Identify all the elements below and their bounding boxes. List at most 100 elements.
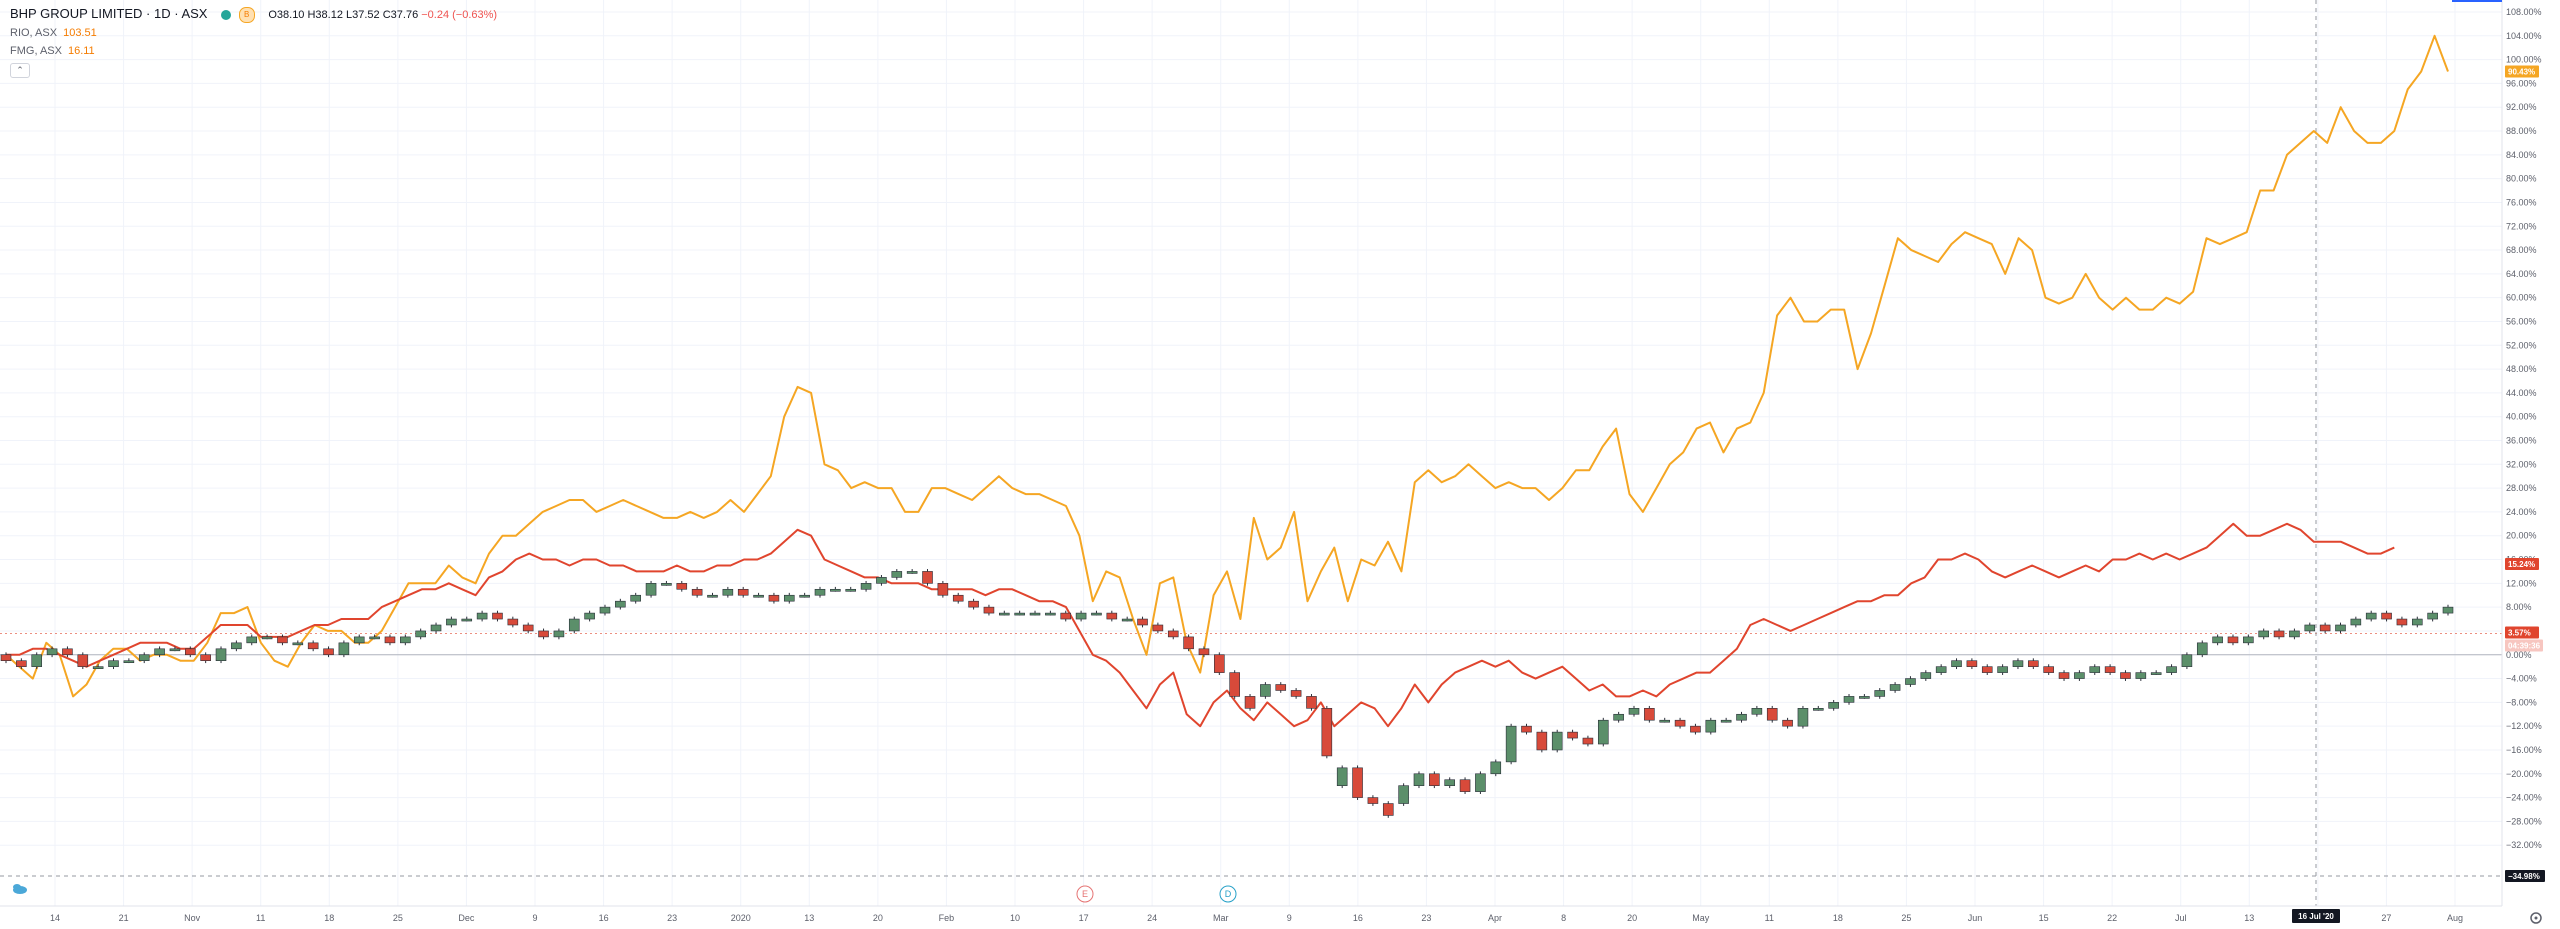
- y-tick-label: −4.00%: [2506, 674, 2537, 684]
- symbol-title[interactable]: BHP GROUP LIMITED · 1D · ASX: [10, 6, 208, 21]
- candle-body: [1966, 660, 1978, 667]
- candle: [307, 640, 319, 652]
- candle: [691, 586, 703, 598]
- candle-body: [661, 583, 672, 586]
- candle-body: [46, 648, 58, 656]
- candle-body: [1597, 719, 1609, 745]
- candle: [906, 569, 918, 574]
- candle: [584, 610, 595, 622]
- candle: [2350, 616, 2362, 628]
- candle-body: [1920, 672, 1932, 679]
- candle: [845, 586, 857, 592]
- candle-body: [983, 606, 995, 614]
- series-line-fmg: [5, 34, 2449, 698]
- x-tick-label: 23: [1421, 913, 1431, 923]
- x-tick-label: 13: [2244, 913, 2254, 923]
- candle-body: [2166, 666, 2177, 673]
- earnings-marker[interactable]: E: [1076, 885, 1094, 903]
- candle: [353, 634, 365, 646]
- market-status-dot: [221, 9, 232, 20]
- candle-body: [1029, 612, 1041, 616]
- candle: [154, 646, 165, 658]
- candle: [1828, 699, 1839, 711]
- candle: [2258, 628, 2269, 640]
- candle: [1459, 777, 1471, 795]
- candle-body: [1260, 684, 1271, 697]
- candle-body: [1644, 708, 1655, 721]
- candle: [1521, 723, 1532, 735]
- candle: [1889, 682, 1901, 693]
- candle: [615, 598, 626, 610]
- candle-body: [400, 636, 411, 644]
- candle: [1275, 682, 1287, 693]
- x-tick-label: 8: [1561, 913, 1566, 923]
- candle: [1935, 664, 1947, 675]
- y-tick-label: 52.00%: [2506, 340, 2537, 350]
- candle: [2442, 604, 2454, 616]
- candle-body: [1797, 708, 1809, 727]
- legend-main-row[interactable]: BHP GROUP LIMITED · 1D · ASX B O38.10 H3…: [10, 6, 497, 23]
- rio-price-tag: 15.24%: [2508, 560, 2535, 569]
- candle-body: [783, 594, 795, 602]
- candle-body: [2043, 666, 2054, 673]
- candle: [1444, 777, 1455, 789]
- candle-body: [522, 624, 534, 632]
- candle: [1475, 771, 1486, 795]
- candle: [1874, 688, 1886, 699]
- legend-compare-rio[interactable]: RIO, ASX 103.51: [10, 27, 97, 39]
- candle-body: [2227, 636, 2239, 644]
- candle-body: [2028, 660, 2039, 667]
- candle: [446, 616, 457, 628]
- compare-symbol: RIO, ASX: [10, 27, 58, 39]
- candle: [2012, 658, 2024, 670]
- candle: [2028, 658, 2039, 670]
- candle: [2135, 670, 2147, 681]
- y-tick-label: 36.00%: [2506, 436, 2537, 446]
- candle: [2427, 610, 2438, 622]
- y-tick-label: −12.00%: [2506, 721, 2542, 731]
- y-tick-label: 100.00%: [2506, 55, 2542, 65]
- candle: [2365, 610, 2377, 622]
- gear-icon[interactable]: [2530, 912, 2542, 924]
- x-tick-label: 25: [393, 913, 403, 923]
- cloud-icon: [13, 884, 27, 894]
- candle: [737, 586, 749, 598]
- candle-body: [2074, 672, 2085, 679]
- y-tick-label: 80.00%: [2506, 174, 2537, 184]
- candle: [799, 592, 810, 598]
- candle: [369, 634, 380, 640]
- candle: [538, 628, 549, 640]
- candle: [522, 622, 534, 634]
- x-tick-label: 23: [667, 913, 677, 923]
- candle: [2227, 634, 2239, 646]
- fmg-price-tag-bg: [2505, 65, 2539, 78]
- candle-body: [0, 654, 12, 662]
- x-tick-label: Mar: [1213, 913, 1229, 923]
- crosshair-price-tag: −34.98%: [2508, 872, 2540, 881]
- candle-body: [461, 618, 473, 622]
- x-tick-label: 2020: [731, 913, 751, 923]
- candle-body: [1214, 654, 1225, 673]
- series-layer: [0, 34, 2454, 818]
- candle-body: [860, 583, 872, 590]
- candle: [77, 652, 89, 670]
- candle: [1920, 670, 1932, 681]
- legend-compare-fmg[interactable]: FMG, ASX 16.11: [10, 45, 95, 57]
- collapse-legend-button[interactable]: ⌃: [10, 63, 30, 78]
- candle-body: [2120, 672, 2131, 679]
- candle-body: [1275, 684, 1287, 691]
- x-tick-label: 20: [873, 913, 883, 923]
- x-tick-label: May: [1692, 913, 1710, 923]
- candle: [1244, 694, 1256, 711]
- candle: [830, 586, 841, 592]
- y-tick-label: 20.00%: [2506, 531, 2537, 541]
- candle-body: [937, 583, 949, 596]
- candle: [1782, 717, 1793, 729]
- candle: [2196, 640, 2208, 658]
- y-tick-label: 88.00%: [2506, 126, 2537, 136]
- dividend-marker[interactable]: D: [1219, 885, 1237, 903]
- candle: [1014, 610, 1025, 616]
